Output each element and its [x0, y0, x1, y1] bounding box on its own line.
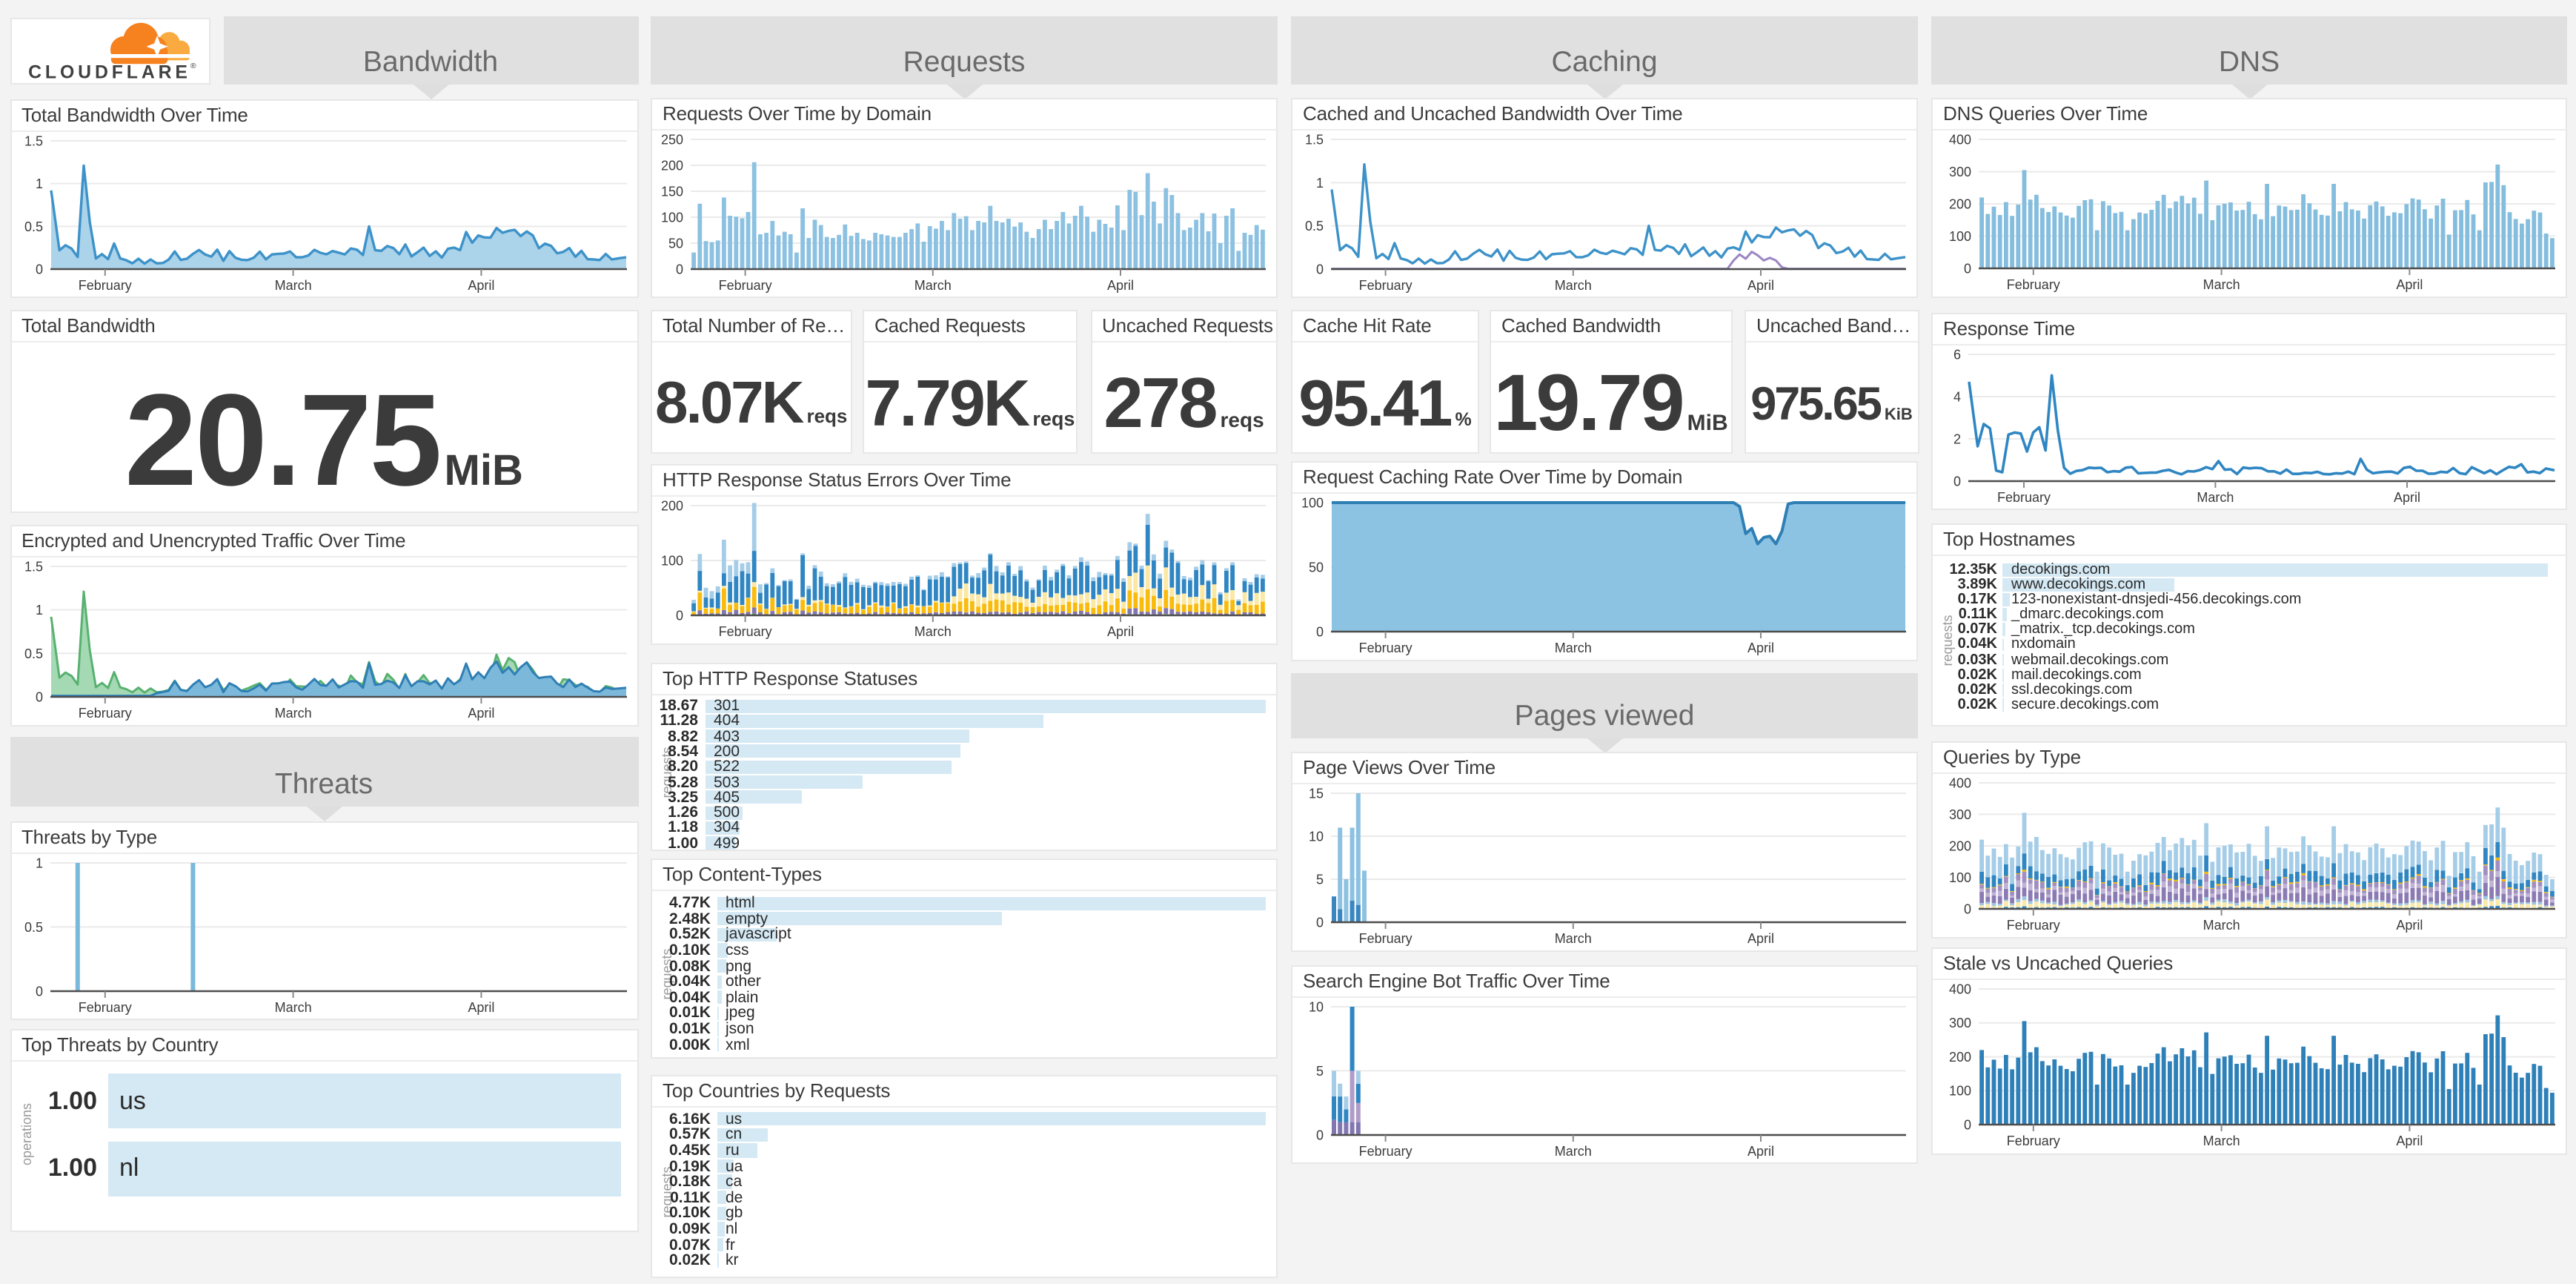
svg-text:February: February [1359, 930, 1413, 945]
svg-text:100: 100 [1949, 1084, 1971, 1099]
svg-text:March: March [274, 277, 311, 292]
svg-text:0.5: 0.5 [24, 919, 42, 934]
svg-text:400: 400 [1949, 131, 1971, 146]
svg-text:0: 0 [676, 608, 683, 623]
svg-text:0.5: 0.5 [24, 219, 42, 234]
svg-text:150: 150 [661, 183, 683, 198]
svg-text:250: 250 [661, 131, 683, 146]
svg-text:10: 10 [1309, 828, 1324, 843]
svg-text:0: 0 [1316, 914, 1324, 929]
svg-text:400: 400 [1949, 982, 1971, 996]
svg-text:0: 0 [1316, 261, 1324, 276]
svg-text:March: March [1555, 930, 1592, 945]
svg-text:300: 300 [1949, 807, 1971, 821]
svg-text:0: 0 [1964, 260, 1971, 275]
svg-text:200: 200 [661, 157, 683, 172]
svg-text:April: April [467, 705, 494, 720]
svg-text:April: April [1747, 641, 1774, 655]
svg-text:100: 100 [661, 553, 683, 568]
svg-text:0: 0 [35, 689, 42, 704]
svg-text:February: February [719, 277, 772, 292]
svg-text:0: 0 [1953, 473, 1961, 488]
svg-text:5: 5 [1316, 871, 1324, 886]
svg-text:®: ® [190, 62, 196, 70]
svg-text:February: February [1359, 641, 1413, 655]
svg-text:200: 200 [1949, 196, 1971, 211]
svg-text:March: March [274, 999, 311, 1014]
svg-text:100: 100 [661, 209, 683, 224]
svg-text:100: 100 [1949, 228, 1971, 243]
svg-text:1: 1 [35, 855, 42, 870]
svg-text:March: March [1555, 277, 1592, 292]
svg-text:100: 100 [1949, 870, 1971, 884]
svg-text:April: April [2394, 489, 2420, 504]
svg-text:6: 6 [1953, 346, 1961, 361]
svg-text:March: March [2203, 277, 2240, 291]
svg-text:2: 2 [1953, 431, 1961, 446]
svg-text:February: February [2007, 277, 2060, 291]
svg-text:CLOUDFLARE: CLOUDFLARE [29, 62, 192, 82]
svg-text:0.5: 0.5 [24, 646, 42, 661]
svg-text:April: April [2396, 917, 2423, 932]
svg-text:300: 300 [1949, 164, 1971, 179]
svg-text:February: February [2007, 917, 2060, 932]
svg-text:April: April [1747, 930, 1774, 945]
svg-text:April: April [1107, 624, 1134, 639]
svg-text:200: 200 [661, 498, 683, 513]
svg-text:10: 10 [1309, 999, 1324, 1013]
svg-text:0: 0 [676, 261, 683, 276]
svg-text:400: 400 [1949, 775, 1971, 790]
svg-text:February: February [719, 624, 772, 639]
svg-text:1.5: 1.5 [24, 133, 42, 148]
svg-text:March: March [914, 277, 952, 292]
svg-text:5: 5 [1316, 1063, 1324, 1078]
svg-text:300: 300 [1949, 1016, 1971, 1030]
svg-text:February: February [1359, 1143, 1413, 1158]
svg-text:February: February [78, 277, 131, 292]
svg-text:1.5: 1.5 [1305, 131, 1324, 146]
svg-text:March: March [914, 624, 952, 639]
svg-text:February: February [78, 999, 131, 1014]
svg-text:April: April [467, 999, 494, 1014]
svg-text:March: March [274, 705, 311, 720]
svg-text:0: 0 [1316, 624, 1324, 639]
svg-text:0: 0 [35, 983, 42, 998]
svg-text:April: April [1747, 1143, 1774, 1158]
svg-text:1.5: 1.5 [24, 558, 42, 573]
svg-text:March: March [1555, 641, 1592, 655]
svg-text:March: March [2197, 489, 2234, 504]
svg-text:April: April [467, 277, 494, 292]
svg-text:100: 100 [1301, 495, 1324, 510]
svg-text:0: 0 [1316, 1127, 1324, 1142]
svg-text:1: 1 [1316, 175, 1324, 190]
svg-text:1: 1 [35, 176, 42, 191]
svg-text:February: February [2007, 1134, 2060, 1148]
svg-text:200: 200 [1949, 1050, 1971, 1065]
svg-text:4: 4 [1953, 388, 1961, 403]
svg-text:February: February [78, 705, 131, 720]
svg-text:200: 200 [1949, 838, 1971, 853]
svg-text:1: 1 [35, 602, 42, 617]
svg-text:April: April [2396, 1134, 2423, 1148]
svg-text:April: April [2396, 277, 2423, 291]
svg-text:15: 15 [1309, 785, 1324, 800]
svg-text:0: 0 [35, 261, 42, 276]
svg-text:0: 0 [1964, 901, 1971, 916]
svg-text:February: February [1997, 489, 2051, 504]
svg-text:0.5: 0.5 [1305, 218, 1324, 233]
svg-text:50: 50 [668, 235, 683, 250]
svg-text:March: March [1555, 1143, 1592, 1158]
svg-text:0: 0 [1964, 1117, 1971, 1132]
svg-text:50: 50 [1309, 560, 1324, 575]
svg-text:March: March [2203, 917, 2240, 932]
svg-text:February: February [1359, 277, 1413, 292]
svg-text:April: April [1107, 277, 1134, 292]
svg-text:April: April [1747, 277, 1774, 292]
svg-text:March: March [2203, 1134, 2240, 1148]
